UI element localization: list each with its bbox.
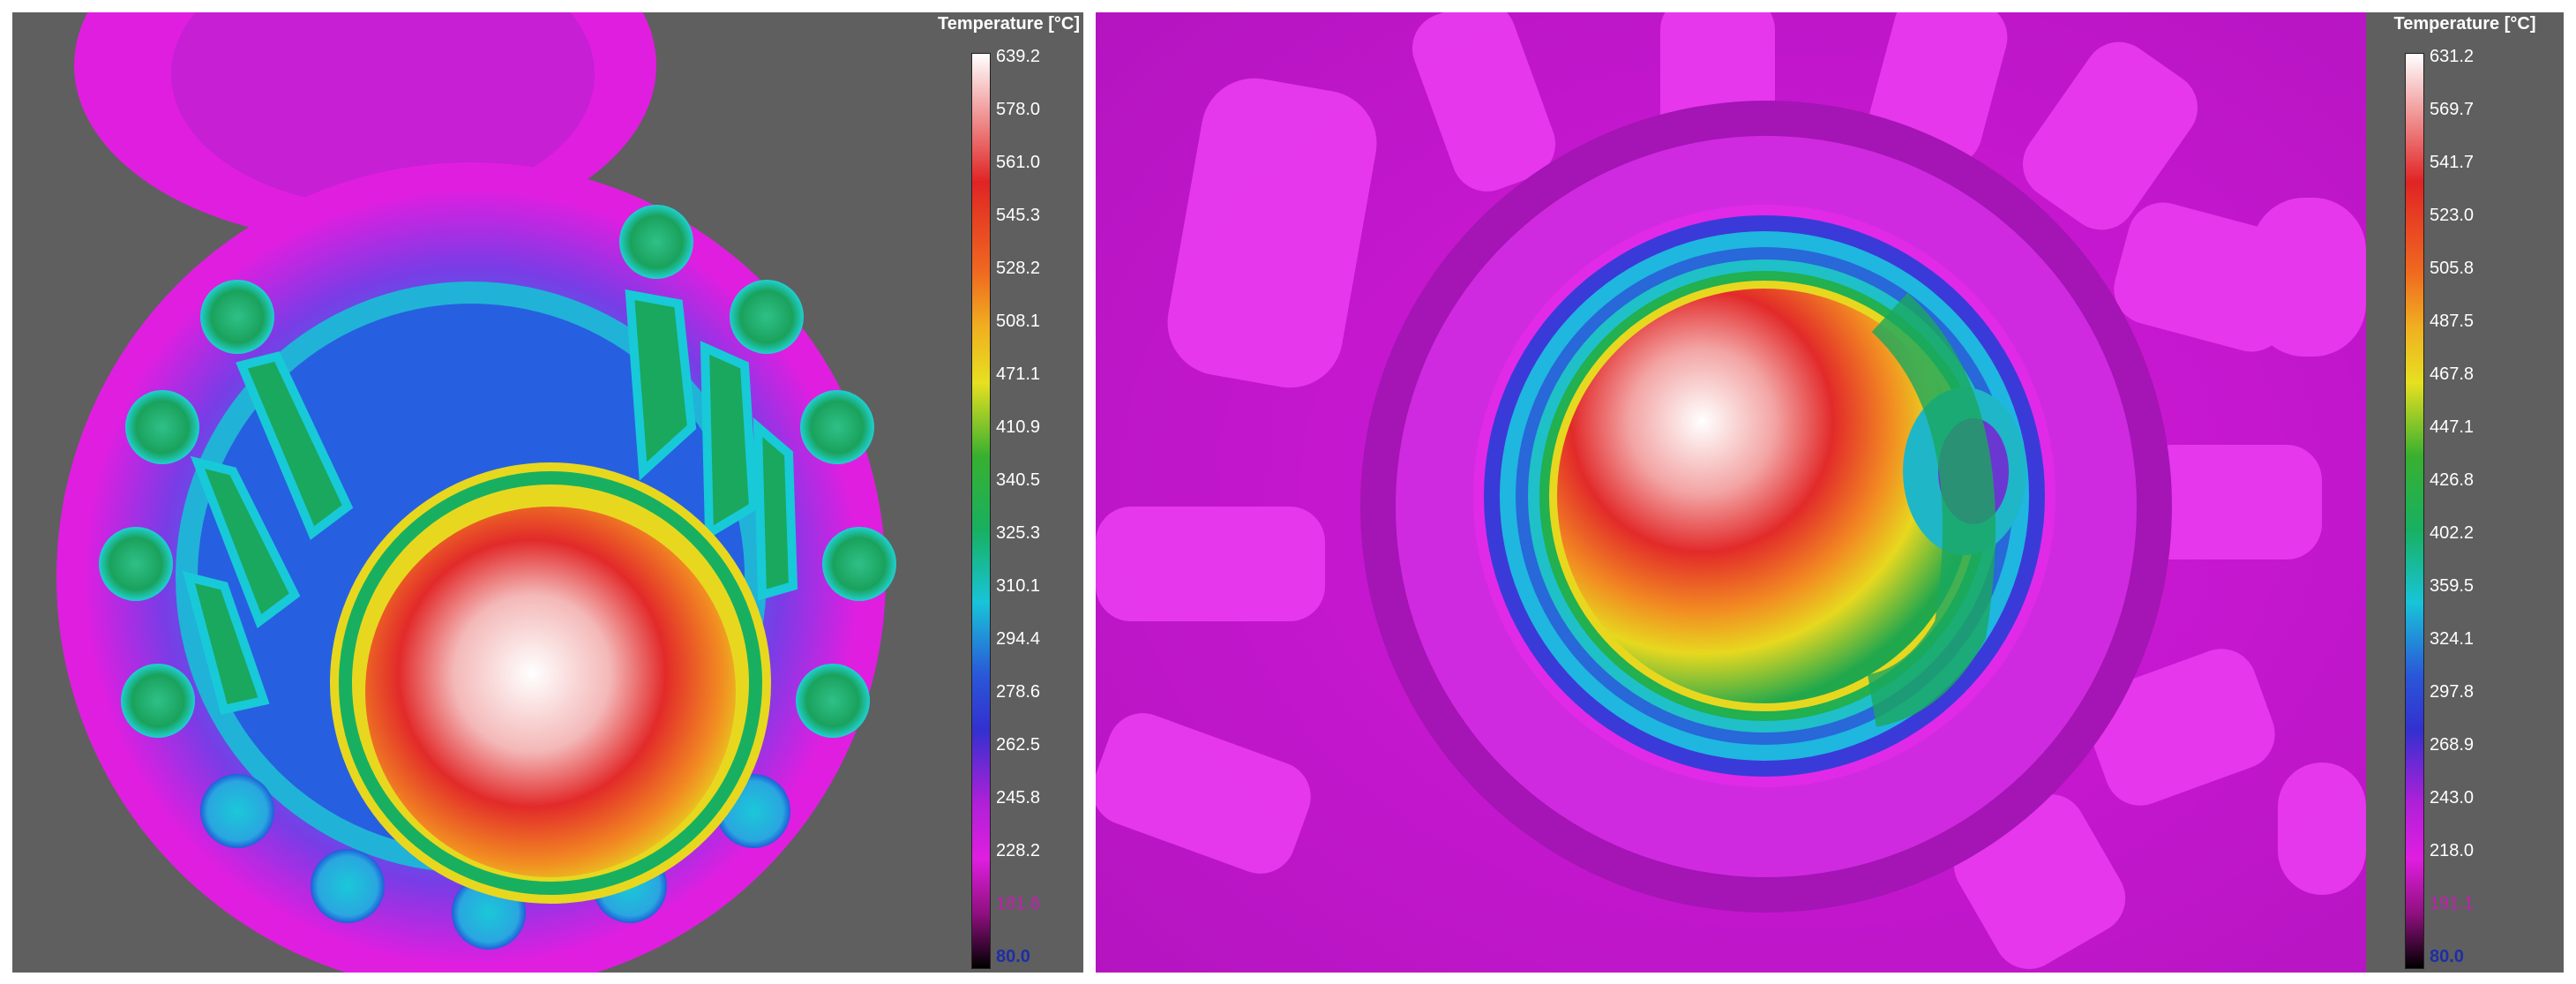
right-thermal-panel: Temperature [°C] 631.2 569.7 541.7 523.0 505… — [1096, 12, 2564, 973]
legend-tick-label: 631.2 — [2430, 47, 2475, 66]
legend-tick-label: 245.8 — [996, 788, 1041, 807]
legend-tick-label: 228.2 — [996, 841, 1041, 860]
legend-tick-label: 569.7 — [2430, 100, 2475, 119]
legend-tick-label: 218.0 — [2430, 841, 2475, 860]
legend-tick-label: 80.0 — [2430, 947, 2464, 966]
left-thermal-panel: Temperature [°C] 639.2 578.0 561.0 545.3 528… — [12, 12, 1083, 973]
legend-tick-label: 639.2 — [996, 47, 1041, 66]
legend-tick-label: 262.5 — [996, 735, 1041, 755]
legend-tick-label: 426.8 — [2430, 470, 2475, 490]
legend-tick-label: 80.0 — [996, 947, 1030, 966]
legend-tick-label: 294.4 — [996, 629, 1041, 649]
hot-crucible-right — [1557, 289, 1972, 703]
legend-tick-label: 325.3 — [996, 523, 1041, 543]
legend-tick-label: 523.0 — [2430, 206, 2475, 225]
legend-tick-label: 243.0 — [2430, 788, 2475, 807]
legend-tick-label: 561.0 — [996, 153, 1041, 172]
legend-tick-label: 467.8 — [2430, 364, 2475, 384]
left-temperature-legend: Temperature [°C] 639.2 578.0 561.0 545.3 528… — [934, 12, 1083, 973]
legend-tick-label: 487.5 — [2430, 312, 2475, 331]
left-thermal-image — [12, 12, 934, 973]
legend-color-scale — [971, 53, 991, 969]
legend-color-scale — [2405, 53, 2424, 969]
legend-tick-label: 340.5 — [996, 470, 1041, 490]
legend-title: Temperature [°C] — [938, 14, 1080, 34]
legend-tick-label: 471.1 — [996, 364, 1041, 384]
legend-tick-label: 410.9 — [996, 417, 1041, 437]
legend-tick-label: 528.2 — [996, 259, 1041, 278]
legend-tick-label: 508.1 — [996, 312, 1041, 331]
legend-title: Temperature [°C] — [2393, 14, 2536, 34]
legend-tick-label: 541.7 — [2430, 153, 2475, 172]
legend-tick-label: 191.1 — [2430, 894, 2475, 913]
legend-tick-label: 297.8 — [2430, 682, 2475, 702]
bolt-holes — [99, 205, 896, 950]
right-thermal-image — [1096, 12, 2366, 973]
legend-tick-label: 402.2 — [2430, 523, 2475, 543]
legend-tick-label: 578.0 — [996, 100, 1041, 119]
legend-tick-label: 278.6 — [996, 682, 1041, 702]
legend-tick-label: 545.3 — [996, 206, 1041, 225]
radial-spokes — [1096, 12, 2366, 969]
legend-tick-label: 181.6 — [996, 894, 1041, 913]
legend-tick-label: 447.1 — [2430, 417, 2475, 437]
legend-tick-label: 505.8 — [2430, 259, 2475, 278]
right-temperature-legend: Temperature [°C] 631.2 569.7 541.7 523.0 505… — [2366, 12, 2564, 973]
legend-tick-label: 268.9 — [2430, 735, 2475, 755]
legend-tick-label: 324.1 — [2430, 629, 2475, 649]
legend-tick-label: 359.5 — [2430, 576, 2475, 596]
legend-tick-label: 310.1 — [996, 576, 1041, 596]
